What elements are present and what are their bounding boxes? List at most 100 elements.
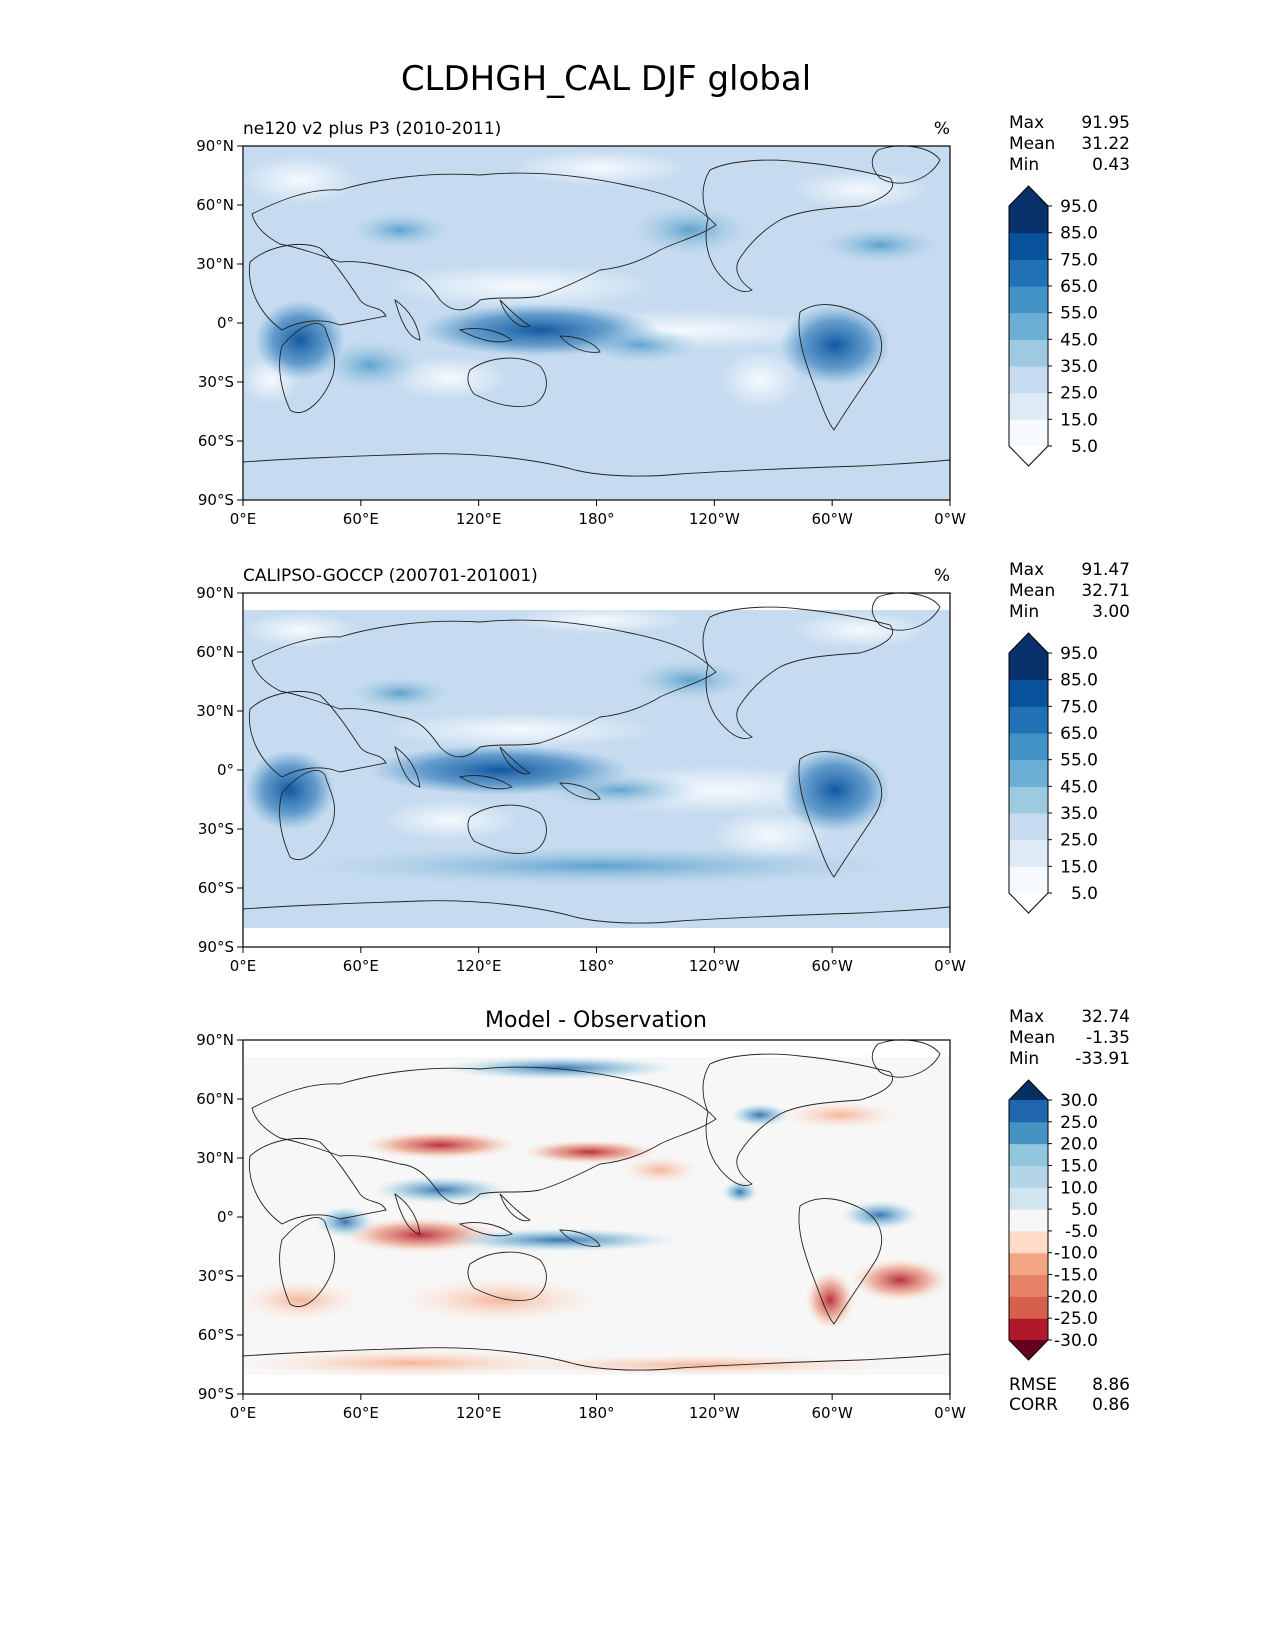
colorbar-label: 25.0	[1060, 831, 1098, 851]
colorbar-label: -5.0	[1065, 1222, 1098, 1242]
colorbar-bin	[1009, 786, 1048, 814]
y-tick-label: 90°N	[196, 137, 234, 155]
stat-label: Min	[1009, 155, 1039, 175]
stat-label: Mean	[1009, 134, 1055, 154]
x-tick-label: 120°W	[689, 957, 740, 975]
stat-value: -1.35	[1086, 1028, 1130, 1048]
y-tick-label: 30°S	[198, 1267, 234, 1285]
colorbar-bin	[1009, 366, 1048, 394]
colorbar-label: 35.0	[1060, 804, 1098, 824]
colorbar-label: 30.0	[1060, 1091, 1098, 1111]
observation-panel: CALIPSO-GOCCP (200701-201001) % 0°E 60°E 1…	[196, 560, 1130, 975]
colorbar-label: 35.0	[1060, 357, 1098, 377]
x-tick-label: 0°E	[230, 957, 257, 975]
y-tick-label: 90°S	[198, 1385, 234, 1403]
colorbar-bin	[1009, 206, 1048, 234]
colorbar-label: -20.0	[1054, 1287, 1098, 1307]
difference-metrics: RMSE 8.86 CORR 0.86	[1009, 1375, 1130, 1415]
colorbar-label: -10.0	[1054, 1244, 1098, 1264]
colorbar-bin	[1009, 759, 1048, 787]
colorbar-bin	[1009, 866, 1048, 894]
colorbar-label: 55.0	[1060, 751, 1098, 771]
colorbar-label: 85.0	[1060, 671, 1098, 691]
colorbar-over-extension	[1009, 186, 1048, 206]
colorbar-label: 10.0	[1060, 1178, 1098, 1198]
y-tick-label: 30°N	[196, 255, 234, 273]
colorbar-bin	[1009, 679, 1048, 707]
colorbar-under-extension	[1009, 893, 1048, 913]
colorbar-bin	[1009, 1252, 1048, 1276]
y-tick-label: 90°S	[198, 491, 234, 509]
metric-value: 8.86	[1092, 1375, 1130, 1395]
y-tick-label: 30°S	[198, 820, 234, 838]
y-tick-label: 60°N	[196, 643, 234, 661]
x-tick-label: 60°W	[811, 510, 853, 528]
stat-label: Max	[1009, 113, 1044, 133]
colorbar-bin	[1009, 1230, 1048, 1254]
colorbar-bin	[1009, 1209, 1048, 1232]
y-tick-label: 60°S	[198, 879, 234, 897]
stat-value: 31.22	[1081, 134, 1130, 154]
stat-value: 32.74	[1081, 1007, 1130, 1027]
x-tick-label: 180°	[578, 957, 614, 975]
colorbar-label: -15.0	[1054, 1266, 1098, 1286]
colorbar-label: -25.0	[1054, 1309, 1098, 1329]
x-tick-label: 0°W	[934, 957, 966, 975]
colorbar-bin	[1009, 733, 1048, 761]
colorbar-label: 25.0	[1060, 384, 1098, 404]
colorbar-bin	[1009, 706, 1048, 734]
y-tick-label: 90°N	[196, 1031, 234, 1049]
colorbar-label: 85.0	[1060, 224, 1098, 244]
colorbar-bin	[1009, 1100, 1048, 1123]
stat-value: 32.71	[1081, 581, 1130, 601]
colorbar-label: 20.0	[1060, 1135, 1098, 1155]
x-tick-label: 120°E	[456, 510, 502, 528]
observation-colorbar: 95.0 85.0 75.0 65.0 55.0 45.0 35.0 25.0 15.0 5.0	[1008, 632, 1098, 914]
model-units: %	[934, 119, 950, 139]
y-tick-label: 0°	[217, 314, 234, 332]
colorbar-bin	[1009, 232, 1048, 260]
y-tick-label: 60°N	[196, 1090, 234, 1108]
colorbar-bin	[1009, 813, 1048, 841]
x-tick-label: 60°W	[811, 957, 853, 975]
stat-label: Min	[1009, 1049, 1039, 1069]
stat-label: Max	[1009, 560, 1044, 580]
metric-value: 0.86	[1092, 1395, 1130, 1415]
observation-units: %	[934, 566, 950, 586]
x-tick-label: 60°W	[811, 1404, 853, 1422]
colorbar-under-extension	[1009, 446, 1048, 466]
x-tick-label: 120°E	[456, 957, 502, 975]
colorbar-over-extension	[1009, 633, 1048, 653]
colorbar-label: 45.0	[1060, 330, 1098, 350]
colorbar-label: 55.0	[1060, 304, 1098, 324]
difference-map	[240, 1039, 951, 1395]
colorbar-label: 15.0	[1060, 857, 1098, 877]
stat-label: Mean	[1009, 1028, 1055, 1048]
difference-stats: Max 32.74 Mean -1.35 Min -33.91	[1009, 1007, 1130, 1069]
x-tick-label: 0°E	[230, 510, 257, 528]
figure-title: CLDHGH_CAL DJF global	[401, 59, 811, 99]
y-tick-label: 0°	[217, 1208, 234, 1226]
y-tick-label: 90°N	[196, 584, 234, 602]
observation-panel-title: CALIPSO-GOCCP (200701-201001)	[243, 566, 538, 586]
colorbar-over-extension	[1009, 1080, 1048, 1100]
stat-label: Mean	[1009, 581, 1055, 601]
colorbar-bin	[1009, 286, 1048, 314]
model-panel-title: ne120 v2 plus P3 (2010-2011)	[243, 119, 501, 139]
colorbar-bin	[1009, 392, 1048, 420]
colorbar-bin	[1009, 1187, 1048, 1210]
colorbar-label: 25.0	[1060, 1113, 1098, 1133]
model-panel: ne120 v2 plus P3 (2010-2011) % 0°E 60°E 12…	[196, 113, 1130, 528]
colorbar-label: 45.0	[1060, 777, 1098, 797]
colorbar-label: 65.0	[1060, 277, 1098, 297]
stat-value: 91.95	[1081, 113, 1130, 133]
x-tick-label: 120°W	[689, 510, 740, 528]
colorbar-under-extension	[1009, 1340, 1048, 1360]
y-tick-label: 30°N	[196, 702, 234, 720]
metric-label: RMSE	[1009, 1375, 1057, 1395]
difference-panel-title: Model - Observation	[485, 1008, 707, 1033]
x-tick-label: 0°W	[934, 1404, 966, 1422]
x-tick-label: 0°E	[230, 1404, 257, 1422]
stat-value: 0.43	[1092, 155, 1130, 175]
